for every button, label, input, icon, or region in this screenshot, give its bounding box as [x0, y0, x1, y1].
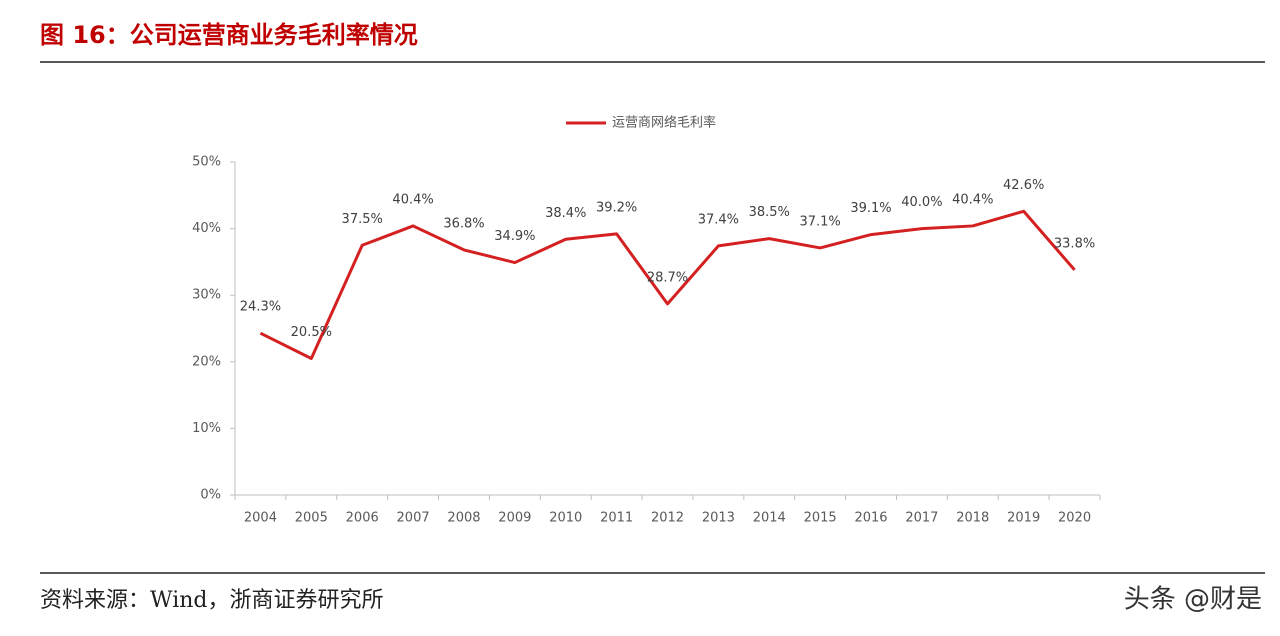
- data-label: 39.2%: [596, 200, 637, 215]
- data-label: 34.9%: [494, 229, 535, 244]
- y-tick-label: 10%: [192, 421, 221, 436]
- x-tick-label: 2008: [447, 511, 480, 526]
- x-tick-label: 2015: [804, 511, 837, 526]
- x-tick-label: 2017: [905, 511, 938, 526]
- y-tick-label: 40%: [192, 221, 221, 236]
- data-label: 38.5%: [749, 205, 790, 220]
- data-line: [259, 209, 1076, 360]
- x-tick-label: 2012: [651, 511, 684, 526]
- y-tick-label: 50%: [192, 155, 221, 170]
- data-label: 36.8%: [443, 216, 484, 231]
- data-label: 24.3%: [240, 300, 281, 315]
- x-tick-label: 2005: [295, 511, 328, 526]
- data-label: 33.8%: [1054, 236, 1095, 251]
- data-label: 37.4%: [698, 212, 739, 227]
- x-tick-label: 2010: [549, 511, 582, 526]
- data-label: 39.1%: [850, 201, 891, 216]
- x-tick-label: 2016: [854, 511, 887, 526]
- x-tick-label: 2004: [244, 511, 277, 526]
- y-tick-label: 0%: [200, 488, 221, 503]
- y-tick-label: 20%: [192, 354, 221, 369]
- source-note: 资料来源：Wind，浙商证券研究所: [40, 588, 384, 613]
- data-label: 42.6%: [1003, 178, 1044, 193]
- data-label: 40.0%: [901, 195, 942, 210]
- x-tick-label: 2020: [1058, 511, 1091, 526]
- x-tick-label: 2013: [702, 511, 735, 526]
- y-tick-label: 30%: [192, 288, 221, 303]
- data-label: 37.1%: [799, 214, 840, 229]
- data-label: 20.5%: [291, 325, 332, 340]
- watermark: 头条 @财是: [1124, 585, 1262, 615]
- data-label: 40.4%: [392, 192, 433, 207]
- x-tick-label: 2018: [956, 511, 989, 526]
- x-tick-label: 2009: [498, 511, 531, 526]
- data-label: 38.4%: [545, 206, 586, 221]
- x-tick-label: 2019: [1007, 511, 1040, 526]
- legend-label: 运营商网络毛利率: [612, 115, 716, 131]
- x-tick-label: 2007: [397, 511, 430, 526]
- x-tick-label: 2011: [600, 511, 633, 526]
- data-label: 37.5%: [342, 212, 383, 227]
- data-label: 40.4%: [952, 192, 993, 207]
- data-label: 28.7%: [647, 270, 688, 285]
- x-tick-label: 2014: [753, 511, 786, 526]
- figure-title: 图 16：公司运营商业务毛利率情况: [40, 21, 418, 49]
- x-tick-label: 2006: [346, 511, 379, 526]
